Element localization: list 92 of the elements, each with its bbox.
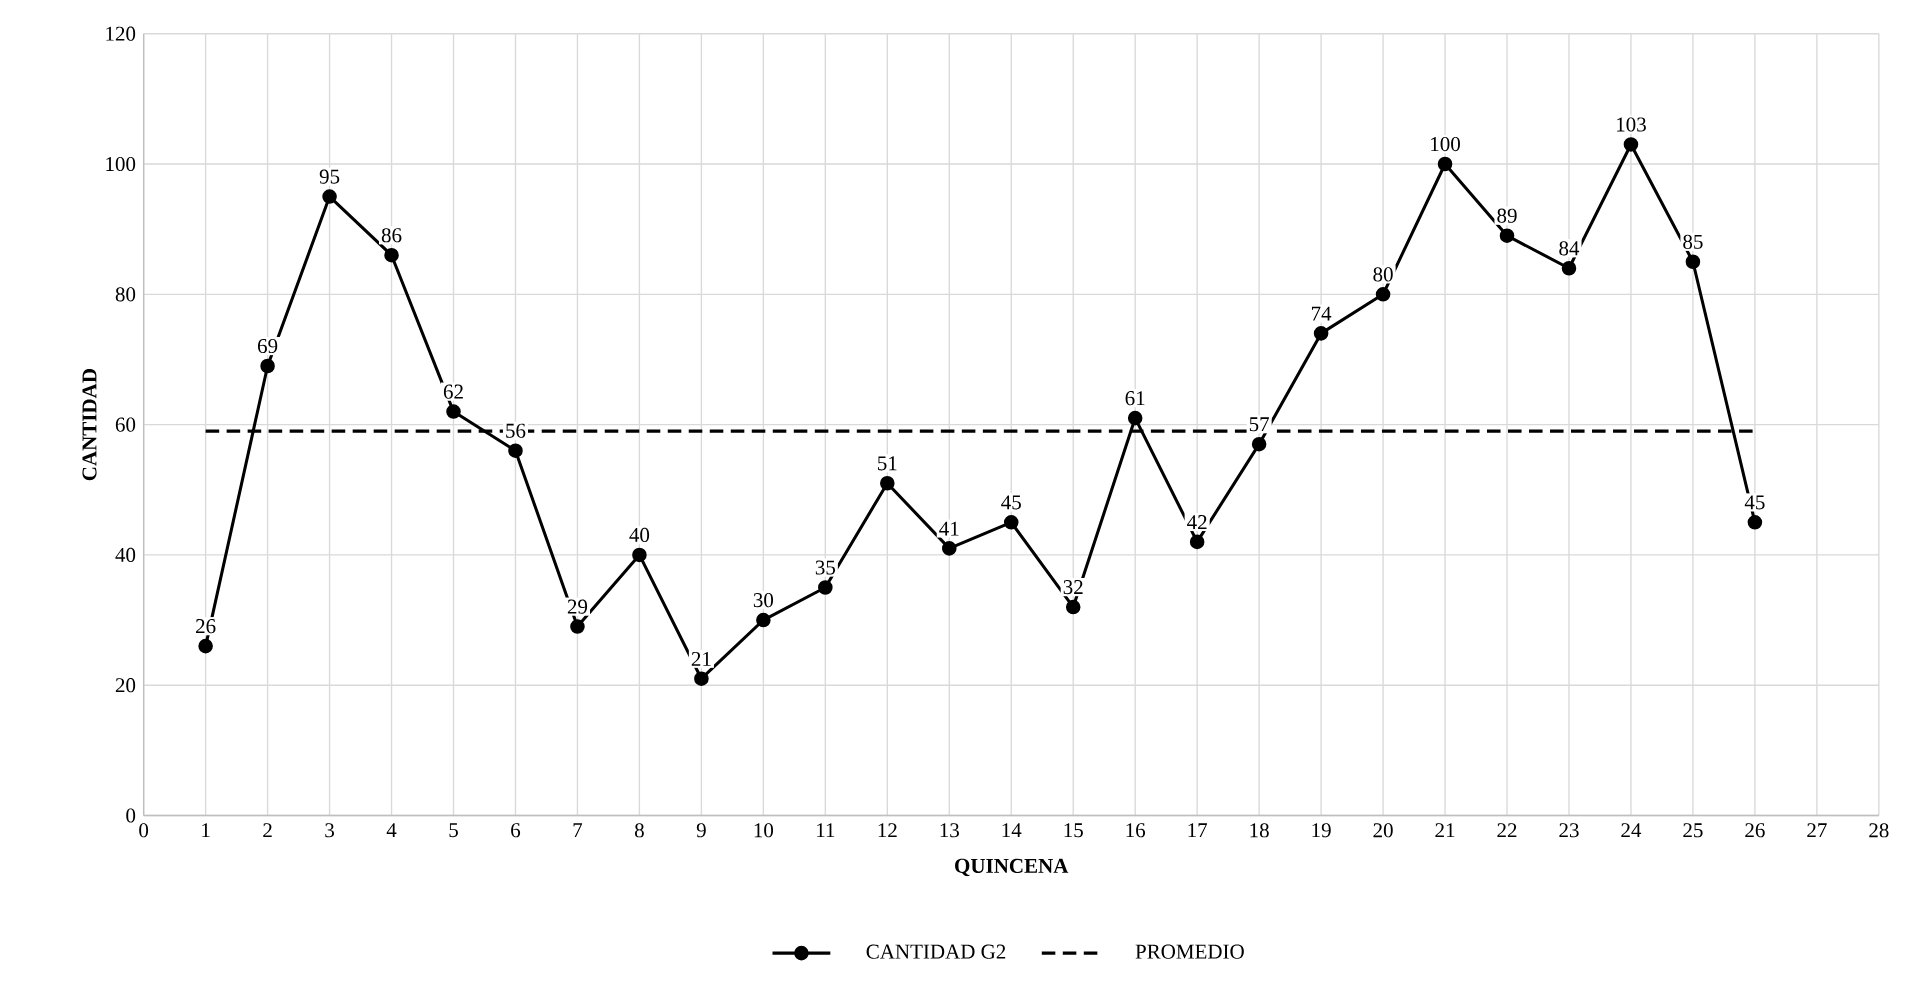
x-tick-label: 4 xyxy=(386,823,397,838)
point xyxy=(260,358,275,374)
point xyxy=(1623,137,1639,152)
point xyxy=(1561,260,1577,276)
point xyxy=(1685,254,1701,270)
point xyxy=(694,671,709,687)
y-tick-label: 120 xyxy=(106,26,136,41)
point xyxy=(1189,534,1205,550)
data-label: 29 xyxy=(567,599,588,614)
data-label: 41 xyxy=(939,521,959,536)
x-tick-label: 5 xyxy=(449,823,458,838)
y-tick-label: 20 xyxy=(115,678,136,693)
y-tick-label: 60 xyxy=(115,417,136,432)
legend-label: CANTIDAD G2 xyxy=(866,944,1006,959)
x-tick-label: 15 xyxy=(1064,823,1083,838)
x-tick-label: 26 xyxy=(1745,823,1765,838)
data-label: 74 xyxy=(1311,306,1332,321)
point xyxy=(818,580,833,595)
x-tick-label: 20 xyxy=(1373,823,1393,838)
x-tick-label: 21 xyxy=(1435,823,1455,838)
x-tick-label: 22 xyxy=(1497,823,1517,838)
data-label: 84 xyxy=(1559,241,1580,256)
y-tick-label: 80 xyxy=(115,287,136,302)
y-tick-label: 100 xyxy=(106,156,136,172)
point xyxy=(1065,599,1081,615)
data-label: 30 xyxy=(753,593,774,608)
x-tick-label: 3 xyxy=(325,823,334,838)
data-label: 89 xyxy=(1497,208,1517,223)
data-label: 26 xyxy=(196,619,216,634)
data-label: 103 xyxy=(1617,117,1646,132)
x-tick-label: 6 xyxy=(511,823,521,838)
data-label: 62 xyxy=(443,384,463,399)
data-label: 86 xyxy=(381,228,402,243)
x-tick-label: 2 xyxy=(263,823,272,838)
data-label: 45 xyxy=(1744,495,1765,510)
point xyxy=(1003,515,1019,530)
data-label: 51 xyxy=(878,456,897,471)
point xyxy=(880,475,895,491)
point xyxy=(756,612,771,628)
data-label: 69 xyxy=(257,339,278,354)
point xyxy=(1747,515,1763,530)
y-axis-title: CANTIDAD xyxy=(82,369,97,481)
point xyxy=(508,443,523,458)
x-tick-label: 19 xyxy=(1312,823,1331,838)
point xyxy=(1251,436,1267,452)
x-tick-label: 12 xyxy=(878,823,897,838)
data-label: 40 xyxy=(629,527,650,543)
x-tick-label: 28 xyxy=(1869,823,1889,838)
x-tick-label: 24 xyxy=(1621,823,1642,838)
y-tick-label: 0 xyxy=(126,808,136,823)
x-tick-label: 7 xyxy=(573,823,583,837)
point xyxy=(1313,326,1329,341)
data-label: 21 xyxy=(691,651,711,666)
point xyxy=(1499,228,1515,243)
x-tick-label: 14 xyxy=(1002,823,1022,838)
data-label: 32 xyxy=(1063,580,1083,595)
data-label: 45 xyxy=(1001,495,1021,510)
data-label: 95 xyxy=(319,169,340,184)
point xyxy=(1127,410,1143,426)
x-tick-label: 8 xyxy=(634,823,644,838)
data-label: 35 xyxy=(815,560,835,575)
x-tick-label: 11 xyxy=(817,823,835,838)
x-tick-label: 17 xyxy=(1188,823,1208,838)
data-label: 42 xyxy=(1187,515,1207,530)
x-tick-label: 13 xyxy=(940,823,959,838)
point xyxy=(446,404,461,419)
x-tick-label: 27 xyxy=(1807,823,1827,838)
data-label: 80 xyxy=(1373,267,1393,282)
point xyxy=(1375,287,1391,302)
data-label: 57 xyxy=(1249,417,1270,432)
x-tick-label: 10 xyxy=(754,823,774,838)
x-axis-title: QUINCENA xyxy=(955,858,1069,877)
y-tick-label: 40 xyxy=(115,547,136,563)
point xyxy=(941,541,957,556)
point xyxy=(198,638,213,654)
x-tick-label: 25 xyxy=(1683,823,1703,838)
x-tick-label: 9 xyxy=(696,823,706,838)
x-tick-label: 0 xyxy=(139,823,149,838)
point xyxy=(322,189,337,204)
data-label: 100 xyxy=(1431,136,1460,152)
x-tick-label: 16 xyxy=(1126,823,1146,838)
data-label: 56 xyxy=(506,423,526,438)
point xyxy=(632,547,647,563)
data-label: 85 xyxy=(1683,234,1703,249)
point xyxy=(1437,156,1453,172)
legend-label: PROMEDIO xyxy=(1135,944,1244,959)
point xyxy=(384,247,399,263)
x-tick-label: 18 xyxy=(1250,823,1269,838)
x-tick-label: 1 xyxy=(202,823,210,838)
data-label: 61 xyxy=(1125,391,1145,406)
x-tick-label: 23 xyxy=(1559,823,1579,838)
point xyxy=(570,619,585,634)
